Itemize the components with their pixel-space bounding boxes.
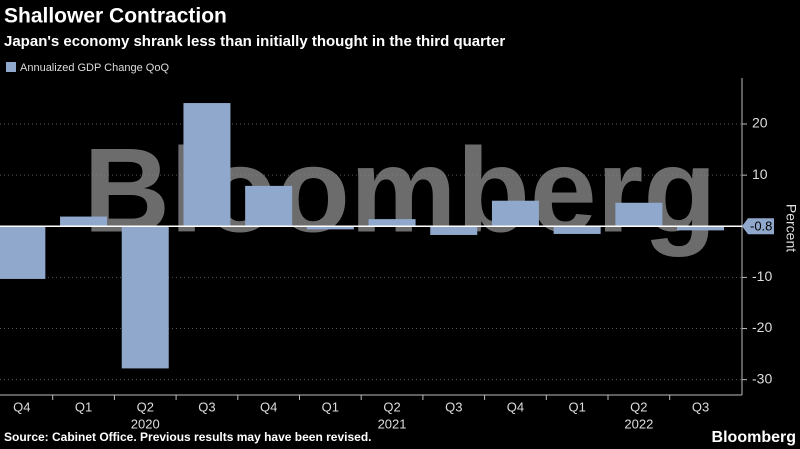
y-tick-label: -10 — [752, 268, 772, 284]
watermark: Bloomberg — [83, 124, 716, 258]
bar — [306, 226, 354, 230]
x-tick-label: Q1 — [75, 399, 92, 414]
x-tick-label: Q2 — [137, 399, 154, 414]
bar — [368, 219, 416, 227]
x-tick-label: Q4 — [260, 399, 277, 414]
x-tick-label: Q2 — [383, 399, 400, 414]
y-tick-label: -20 — [752, 319, 772, 335]
bar — [491, 200, 539, 227]
chart-subtitle: Japan's economy shrank less than initial… — [4, 33, 505, 50]
x-year-label: 2022 — [624, 416, 653, 431]
x-tick-label: Q3 — [198, 399, 215, 414]
bar — [183, 103, 231, 227]
x-tick-label: Q2 — [630, 399, 647, 414]
y-tick-label: -30 — [752, 370, 772, 386]
y-tick-label: 20 — [752, 115, 768, 131]
x-tick-label: Q4 — [13, 399, 30, 414]
bar — [615, 202, 663, 227]
bar — [121, 226, 169, 369]
x-year-label: 2021 — [378, 416, 407, 431]
x-tick-label: Q3 — [445, 399, 462, 414]
bar — [677, 226, 725, 231]
bar — [430, 226, 478, 235]
value-label-box — [742, 218, 774, 235]
bar — [60, 216, 108, 227]
x-tick-label: Q4 — [507, 399, 524, 414]
logo: Bloomberg — [712, 429, 796, 446]
x-tick-label: Q1 — [322, 399, 339, 414]
x-year-label: 2020 — [131, 416, 160, 431]
y-tick-label: 10 — [752, 166, 768, 182]
legend-label: Annualized GDP Change QoQ — [20, 62, 169, 74]
source-note: Source: Cabinet Office. Previous results… — [4, 430, 371, 444]
legend-swatch — [6, 62, 16, 72]
x-tick-label: Q1 — [568, 399, 585, 414]
value-label: -0.8 — [750, 219, 772, 234]
x-tick-label: Q3 — [692, 399, 709, 414]
bar — [0, 226, 46, 279]
chart-title: Shallower Contraction — [4, 5, 227, 28]
y-axis-label: Percent — [783, 204, 799, 252]
bar — [245, 185, 293, 227]
bar — [553, 226, 601, 234]
